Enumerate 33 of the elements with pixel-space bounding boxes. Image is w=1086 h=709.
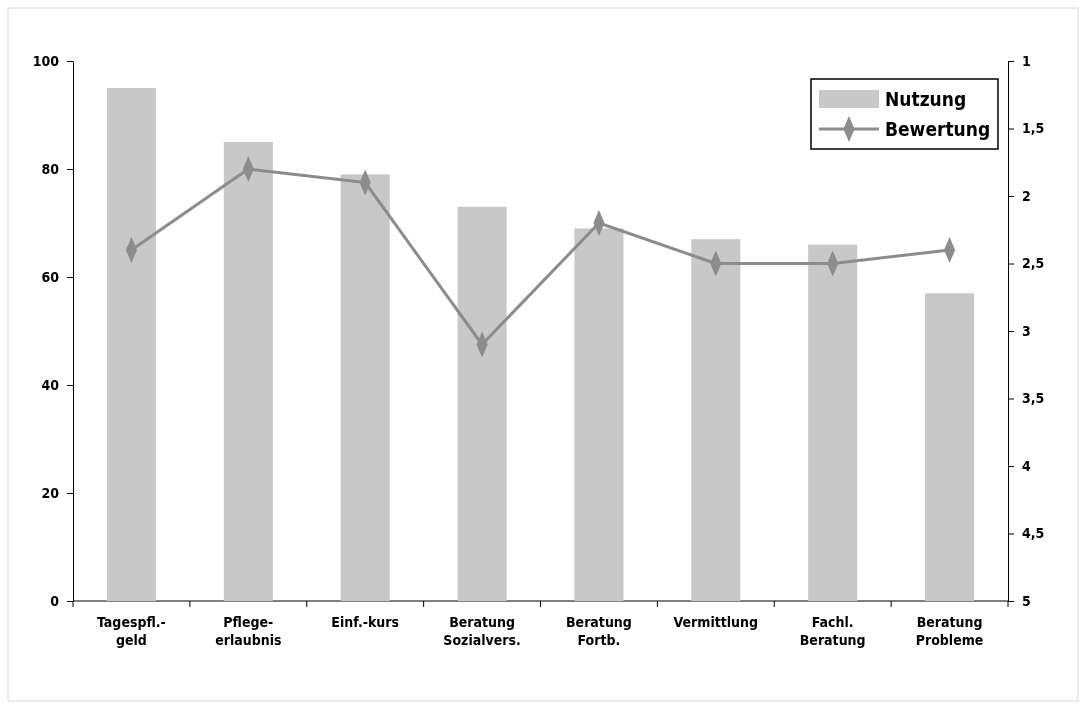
bar [574, 228, 624, 601]
legend-label: Nutzung [885, 88, 967, 110]
bar [808, 244, 858, 601]
x-tick-label: Tagespfl.- geld [97, 614, 166, 648]
legend-label: Bewertung [885, 118, 991, 140]
x-tick-label: Beratung Fortb. [566, 614, 632, 648]
y-tick-label: 100 [32, 52, 60, 69]
bar [223, 142, 273, 601]
x-tick-label: Fachl. Beratung [799, 614, 866, 648]
y2-tick-label: 5 [1022, 592, 1031, 609]
x-tick-label: Vermittlung [673, 614, 759, 630]
y2-tick-label: 2 [1022, 187, 1031, 204]
y-tick-label: 0 [50, 592, 60, 609]
y2-tick-label: 3,5 [1022, 390, 1045, 407]
y-tick-label: 40 [41, 376, 60, 393]
y2-tick-label: 3 [1022, 322, 1031, 339]
bar [691, 239, 741, 601]
x-tick-label: Beratung Sozialvers. [443, 614, 521, 648]
y-tick-label: 80 [41, 160, 60, 177]
bar [925, 293, 975, 601]
x-tick-label: Pflege- erlaubnis [215, 614, 282, 648]
y2-tick-label: 2,5 [1022, 255, 1045, 272]
y-tick-label: 60 [41, 268, 60, 285]
bar [457, 206, 507, 601]
bar [340, 174, 390, 601]
bar [106, 88, 156, 601]
x-tick-label: Beratung Probleme [915, 614, 984, 648]
y2-tick-label: 4,5 [1022, 525, 1045, 542]
x-tick-label: Einf.-kurs [331, 614, 400, 630]
y2-tick-label: 1 [1022, 52, 1031, 69]
y2-tick-label: 4 [1022, 457, 1031, 474]
y-tick-label: 20 [41, 484, 60, 501]
y2-tick-label: 1,5 [1022, 120, 1045, 137]
